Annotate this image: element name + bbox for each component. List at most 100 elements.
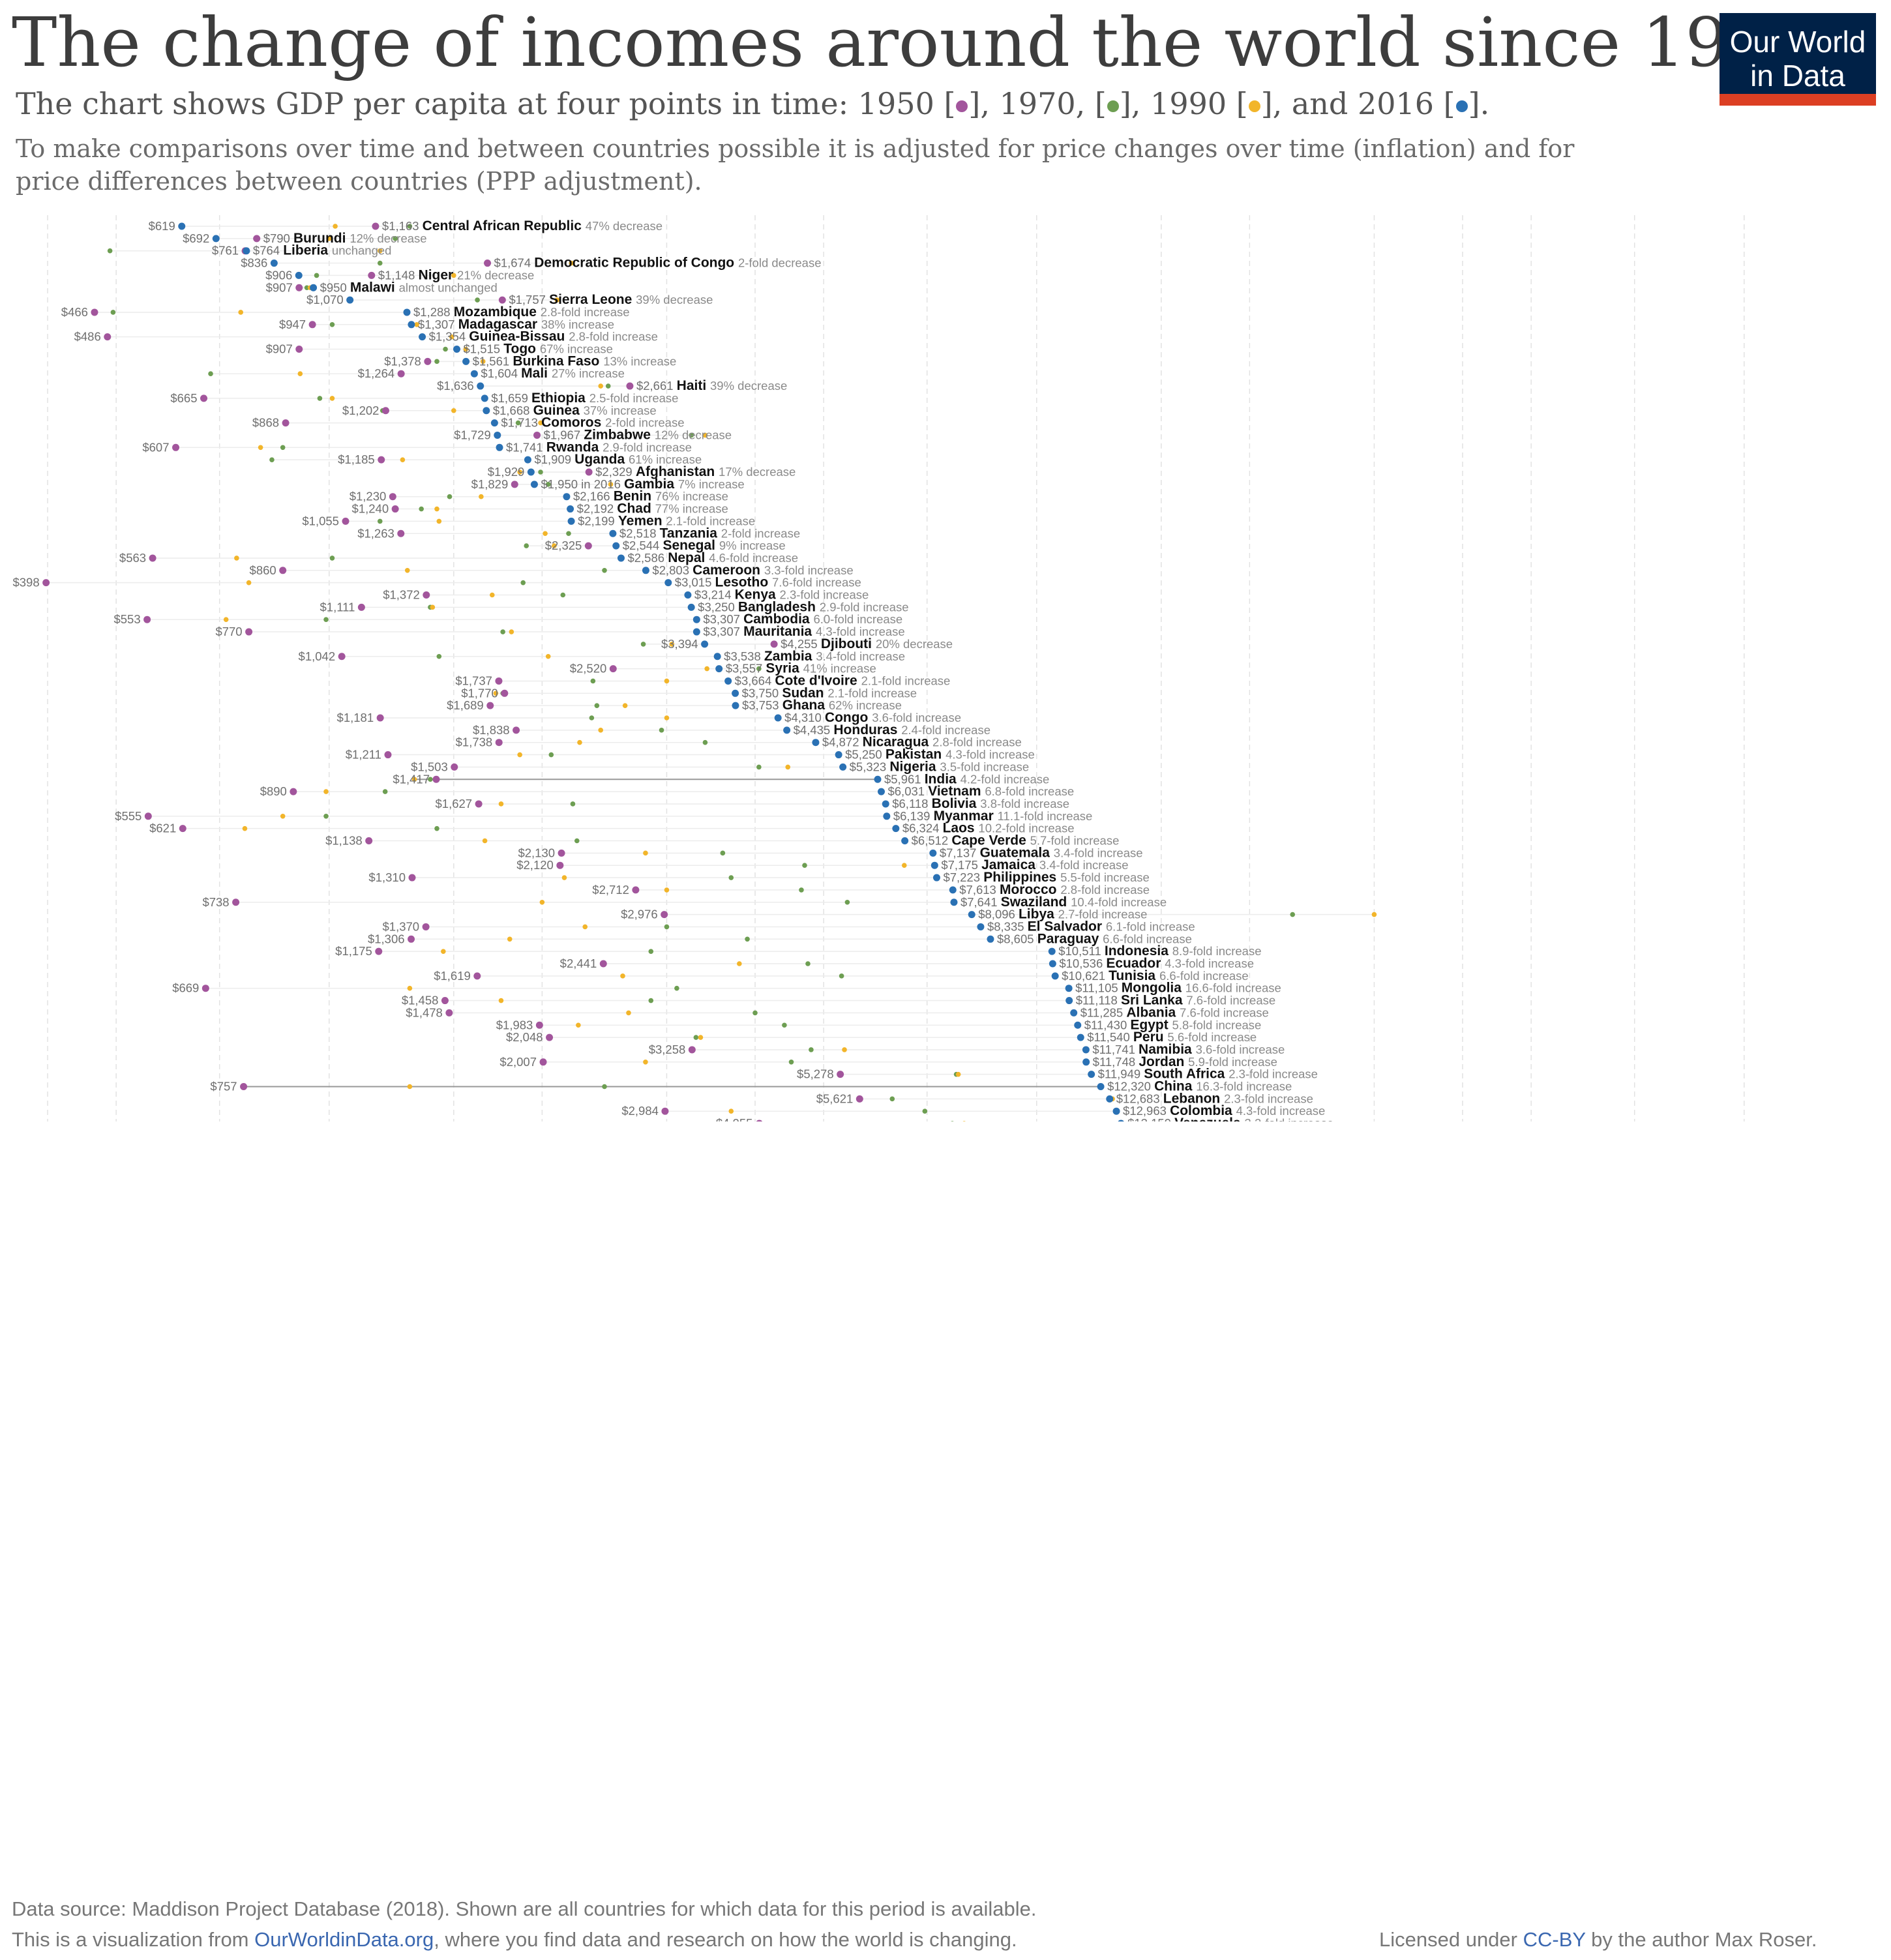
dot-1990 (622, 703, 628, 708)
logo-line-2: in Data (1750, 59, 1845, 93)
dot-1950 (584, 542, 592, 550)
dot-1950 (475, 800, 483, 808)
dot-1970 (605, 383, 611, 389)
dot-1990 (333, 224, 338, 229)
change-label: 17% decrease (719, 465, 796, 479)
owid-link[interactable]: OurWorldinData.org (254, 1928, 434, 1951)
value-label-right: $3,664 (735, 674, 775, 687)
dot-2016 (687, 603, 695, 611)
dot-2016 (346, 296, 354, 304)
dot-1950 (391, 505, 399, 513)
dot-1970 (382, 789, 388, 794)
row-label: $12,683 Lebanon 2.3-fold increase (1116, 1091, 1313, 1106)
dot-2016 (892, 825, 900, 833)
value-label-right: $8,605 (997, 932, 1037, 945)
dot-2016 (403, 308, 411, 316)
change-label: 6.1-fold increase (1106, 919, 1195, 933)
value-label-right: $1,288 (413, 305, 454, 319)
dot-2016 (882, 800, 889, 808)
value-label-right: $10,536 (1059, 957, 1106, 970)
dot-2016 (1097, 1083, 1105, 1090)
dot-2016 (977, 923, 985, 930)
dot-1990 (493, 690, 499, 696)
row-label: $3,214 Kenya 2.3-fold increase (694, 587, 869, 602)
dot-2016 (835, 751, 842, 759)
dot-1990 (238, 310, 244, 315)
row-label: $1,307 Madagascar 38% increase (418, 317, 614, 332)
value-label-right: $1,163 (382, 219, 423, 233)
change-label: 10.4-fold increase (1071, 895, 1167, 909)
country-label: Zambia (764, 649, 816, 664)
owid-logo[interactable]: Our World in Data (1720, 13, 1876, 106)
value-label-left: $3,258 (649, 1043, 686, 1056)
dot-1950 (837, 1071, 844, 1078)
value-label-right: $1,561 (473, 354, 513, 368)
dot-1990 (664, 678, 670, 684)
dot-2016 (1049, 960, 1056, 968)
legend-dot-1950 (956, 100, 968, 112)
dot-1970 (574, 838, 580, 844)
dot-1950 (295, 346, 303, 353)
dot-1990 (329, 396, 335, 401)
value-label-left: $669 (172, 981, 199, 995)
change-label: 7% increase (678, 477, 745, 491)
license-note: Licensed under CC-BY by the author Max R… (1379, 1928, 1817, 1952)
value-label-left: $1,202 (342, 404, 380, 417)
dot-1990 (728, 1108, 734, 1114)
change-label: 4.6-fold increase (709, 551, 798, 565)
value-label-left: $1,417 (393, 772, 430, 786)
dot-1990 (582, 924, 588, 930)
row-label: $11,540 Peru 5.6-fold increase (1087, 1030, 1257, 1045)
dot-1970 (782, 1022, 787, 1028)
dot-1950 (688, 1046, 696, 1054)
change-label: 2.3-fold increase (1228, 1067, 1318, 1081)
dot-1970 (788, 1060, 794, 1065)
dot-1970 (602, 568, 607, 573)
value-label-right: $7,641 (960, 895, 1001, 909)
dot-1970 (566, 531, 571, 537)
change-label: 3.4-fold increase (1054, 846, 1143, 859)
dot-1950 (365, 837, 373, 844)
dot-1950 (484, 260, 492, 267)
dot-1970 (640, 642, 646, 647)
country-label: Kenya (735, 587, 780, 602)
dot-1990 (517, 752, 522, 758)
dot-1950 (632, 886, 640, 894)
dot-1970 (702, 739, 708, 745)
value-label-right: $950 (320, 280, 350, 294)
cc-by-link[interactable]: CC-BY (1523, 1928, 1586, 1951)
country-label: Swaziland (1001, 895, 1071, 910)
dot-1950 (441, 997, 449, 1005)
dot-2016 (496, 443, 503, 451)
dot-1970 (447, 494, 453, 499)
dot-1990 (414, 322, 419, 327)
dot-1970 (1290, 912, 1296, 917)
dot-1950 (661, 911, 668, 919)
country-label: Ecuador (1106, 956, 1165, 971)
dot-1990 (451, 408, 456, 413)
dot-1990 (538, 420, 543, 426)
dot-1990 (664, 715, 670, 720)
row-label: $1,561 Burkina Faso 13% increase (473, 353, 677, 368)
country-label: Egypt (1130, 1017, 1172, 1032)
change-label: 9% increase (719, 539, 786, 552)
dot-2016 (664, 579, 672, 587)
dot-1970 (802, 863, 807, 868)
dot-2016 (481, 394, 488, 402)
row-label: $6,118 Bolivia 3.8-fold increase (892, 796, 1069, 811)
subtitle-part-end: ]. (1468, 86, 1490, 121)
value-label-left: $1,070 (306, 293, 344, 306)
dot-1950 (432, 775, 440, 783)
dot-1990 (490, 592, 495, 598)
row-label: $3,753 Ghana 62% increase (742, 698, 902, 713)
country-label: Liberia (283, 243, 332, 258)
country-label: Togo (503, 342, 540, 357)
dot-1990 (434, 506, 439, 512)
value-label-right: $2,661 (636, 379, 677, 393)
change-label: 21% decrease (457, 268, 534, 282)
change-label: 2.5-fold increase (589, 391, 679, 405)
value-label-right: $10,621 (1062, 969, 1109, 983)
value-label-right: $1,967 (544, 428, 584, 441)
dot-2016 (527, 468, 535, 476)
value-label-right: $1,668 (493, 404, 533, 417)
